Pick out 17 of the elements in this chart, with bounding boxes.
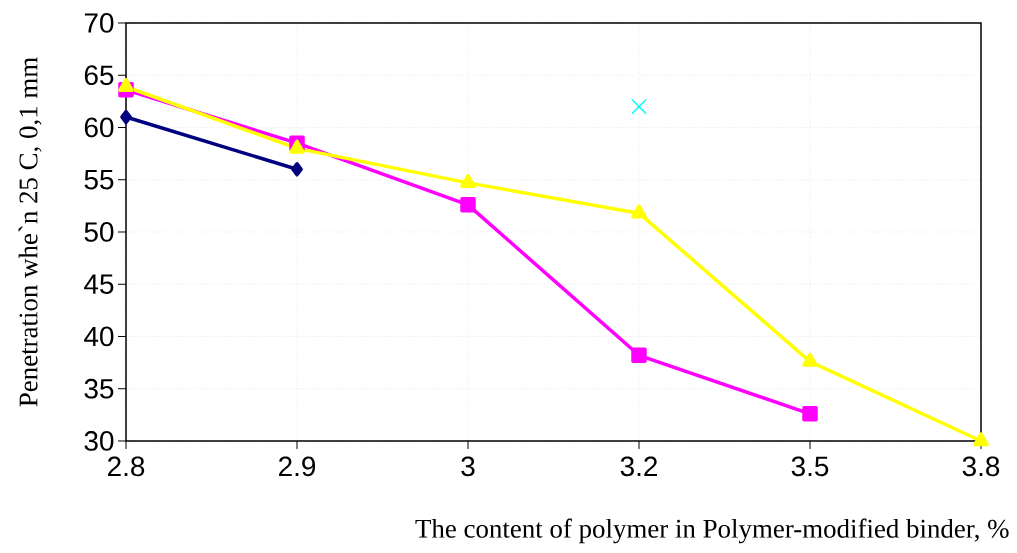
x-tick-label: 2.8 <box>108 456 145 477</box>
x-axis-title: The content of polymer in Polymer-modified binder, % <box>415 518 1009 544</box>
x-tick-label: 3.5 <box>791 456 829 477</box>
x-tick-label: 2.9 <box>279 456 316 477</box>
y-axis-title: Penetration whe`n 25 C, 0,1 mm <box>18 57 42 407</box>
y-tick-label: 55 <box>84 170 114 190</box>
x-tick-label: 3.8 <box>962 456 1000 477</box>
y-tick-label: 30 <box>84 431 114 451</box>
x-tick-label: 3 <box>461 456 475 477</box>
y-tick-label: 35 <box>84 378 114 399</box>
y-tick-label: 45 <box>84 274 114 294</box>
y-tick-label: 60 <box>84 117 114 138</box>
y-tick-label: 50 <box>84 222 114 242</box>
x-tick-label: 3.2 <box>620 456 657 477</box>
y-tick-label: 40 <box>84 326 114 347</box>
y-tick-label: 65 <box>84 65 114 86</box>
y-tick-label: 70 <box>84 13 114 33</box>
